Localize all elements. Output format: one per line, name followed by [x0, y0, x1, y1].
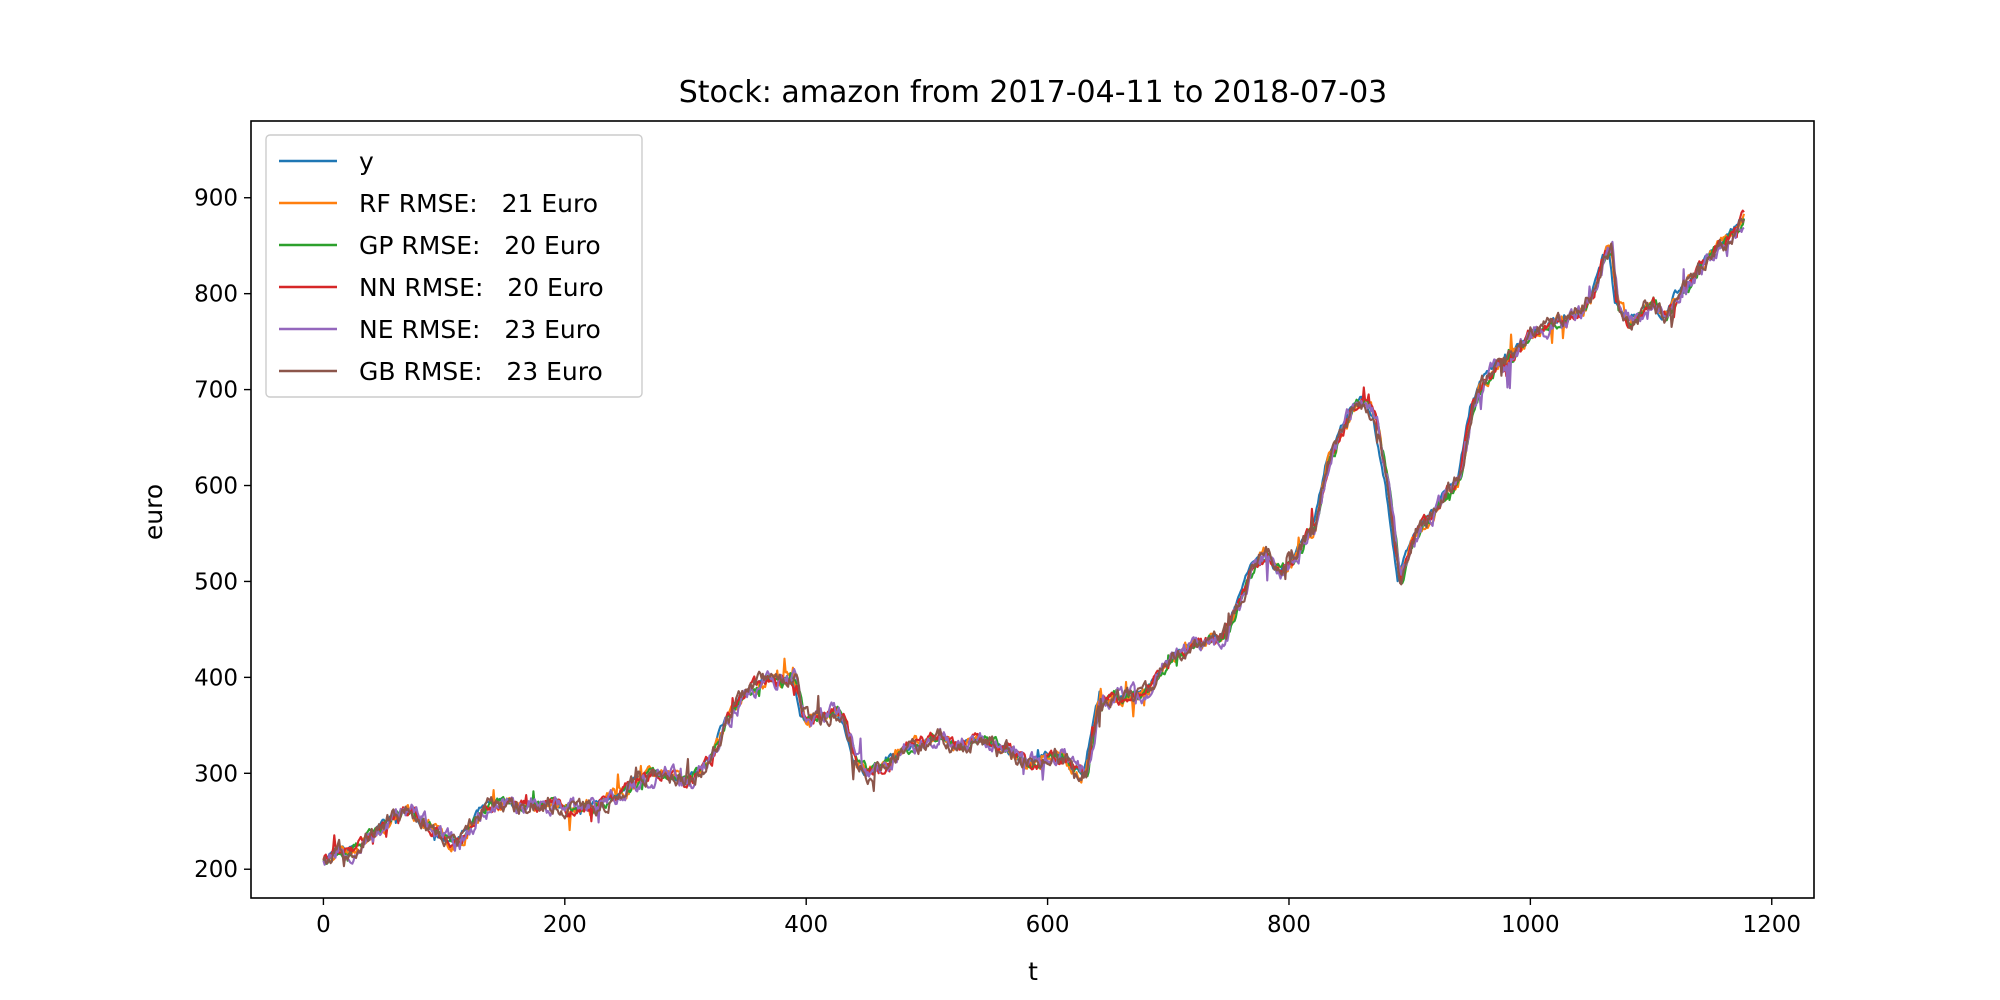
legend-label: NN RMSE: 20 Euro: [359, 273, 604, 302]
y-axis: 200 300 400 500 600 700 800 900: [194, 186, 251, 883]
x-tick-label: 1000: [1501, 912, 1560, 938]
legend-label: GB RMSE: 23 Euro: [359, 357, 603, 386]
x-tick-label: 600: [1026, 912, 1070, 938]
legend-label: NE RMSE: 23 Euro: [359, 315, 601, 344]
y-tick-label: 500: [194, 569, 238, 595]
legend: y RF RMSE: 21 Euro GP RMSE: 20 Euro NN RMSE…: [265, 134, 643, 398]
legend-label: y: [359, 147, 374, 176]
x-tick-label: 400: [784, 912, 828, 938]
plot-area: [250, 120, 1815, 899]
x-tick-label: 200: [543, 912, 587, 938]
legend-label: RF RMSE: 21 Euro: [359, 189, 598, 218]
y-tick-label: 800: [194, 282, 238, 308]
y-tick-label: 900: [194, 186, 238, 212]
plot-frame: [250, 120, 1815, 899]
x-tick-label: 1200: [1742, 912, 1801, 938]
x-tick-label: 800: [1267, 912, 1311, 938]
series-layer: [322, 209, 1746, 868]
y-tick-label: 400: [194, 665, 238, 691]
y-tick-label: 200: [194, 857, 238, 883]
series-line-ne: [322, 226, 1745, 866]
y-tick-label: 600: [194, 474, 238, 500]
x-axis: 0 200 400 600 800 1000 1200: [316, 898, 1801, 938]
y-tick-label: 300: [194, 761, 238, 787]
chart-title: Stock: amazon from 2017-04-11 to 2018-07…: [679, 75, 1388, 110]
series-line-gb: [322, 218, 1745, 868]
x-tick-label: 0: [316, 912, 331, 938]
y-tick-label: 700: [194, 378, 238, 404]
x-axis-label: t: [1028, 957, 1038, 986]
legend-box: [265, 134, 643, 398]
y-axis-label: euro: [139, 484, 168, 540]
legend-label: GP RMSE: 20 Euro: [359, 231, 601, 260]
